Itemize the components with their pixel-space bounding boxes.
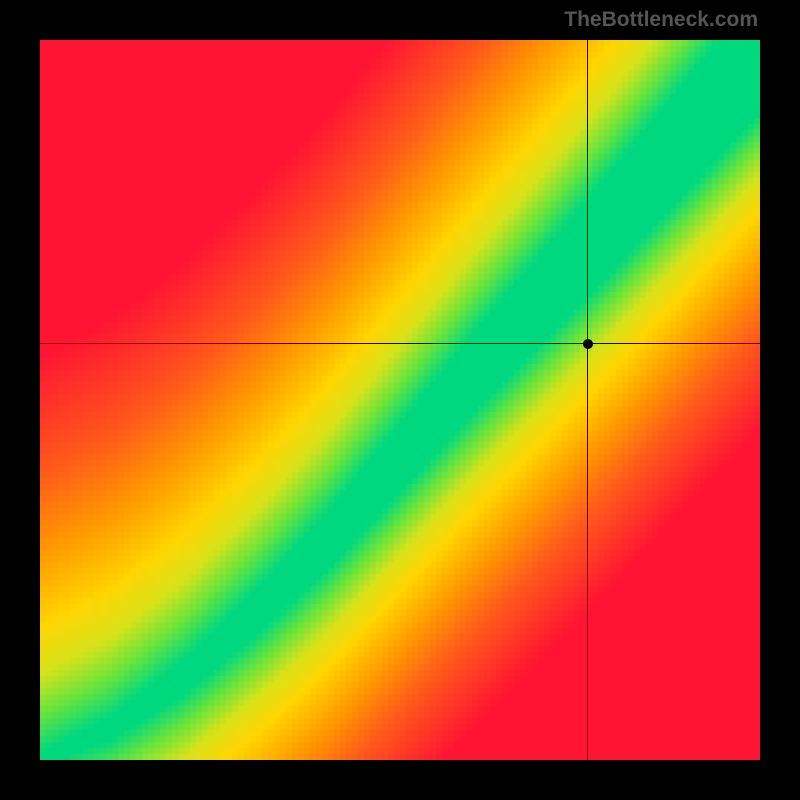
selection-marker — [583, 339, 593, 349]
chart-container: TheBottleneck.com — [0, 0, 800, 800]
crosshair-horizontal — [40, 343, 760, 344]
watermark-text: TheBottleneck.com — [564, 8, 758, 32]
crosshair-vertical — [587, 40, 588, 760]
bottleneck-heatmap — [40, 40, 760, 760]
